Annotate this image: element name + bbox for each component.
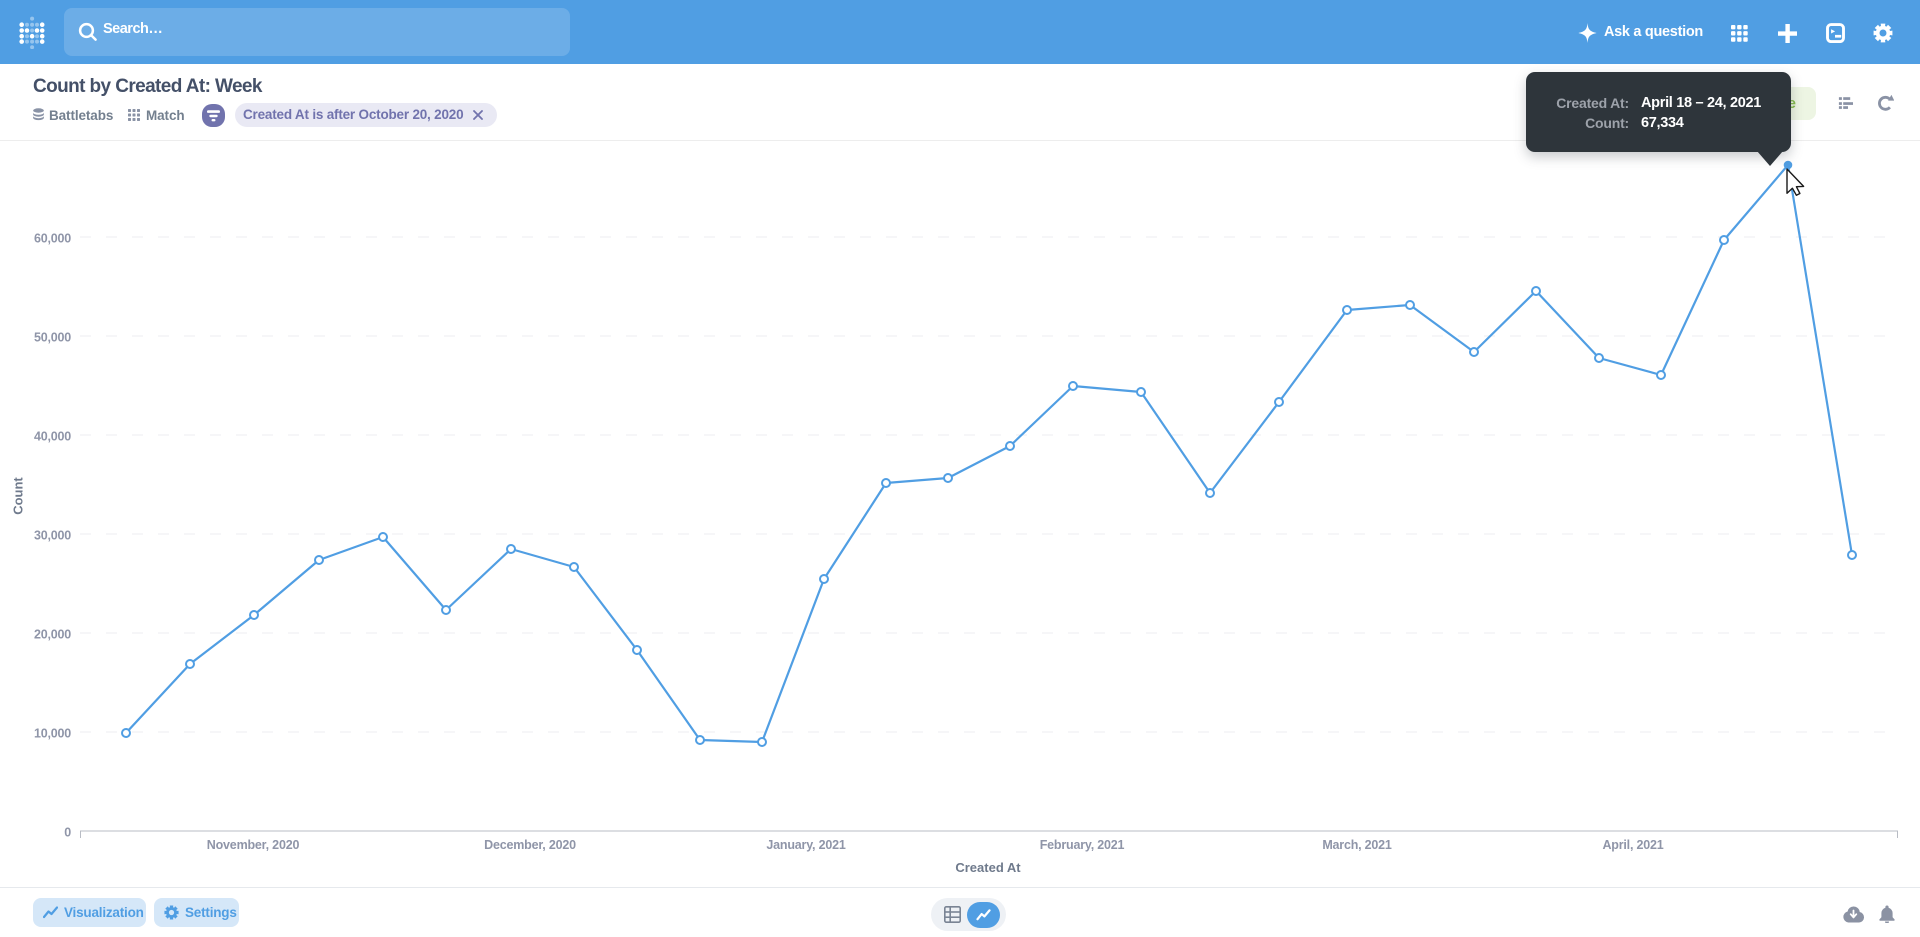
svg-text:April, 2021: April, 2021	[1602, 838, 1663, 852]
svg-text:10,000: 10,000	[34, 727, 71, 741]
svg-text:March, 2021: March, 2021	[1322, 838, 1392, 852]
svg-text:50,000: 50,000	[34, 331, 71, 345]
svg-text:January, 2021: January, 2021	[766, 838, 845, 852]
svg-text:60,000: 60,000	[34, 232, 71, 246]
svg-text:November, 2020: November, 2020	[207, 838, 300, 852]
svg-text:December, 2020: December, 2020	[484, 838, 576, 852]
svg-text:0: 0	[64, 826, 71, 840]
svg-text:Created At: Created At	[955, 860, 1021, 875]
svg-text:40,000: 40,000	[34, 430, 71, 444]
svg-text:30,000: 30,000	[34, 529, 71, 543]
svg-text:20,000: 20,000	[34, 628, 71, 642]
svg-text:Count: Count	[11, 477, 26, 515]
svg-text:February, 2021: February, 2021	[1040, 838, 1125, 852]
